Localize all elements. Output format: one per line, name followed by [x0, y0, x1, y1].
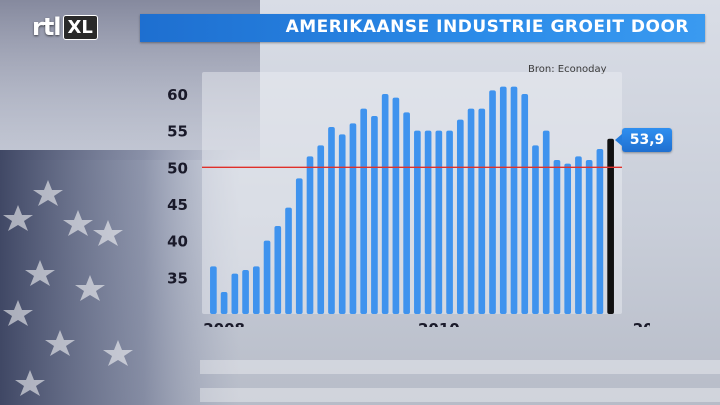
x-tick-label: 2012 — [633, 320, 650, 327]
bar — [435, 130, 443, 314]
bar — [328, 127, 335, 314]
bar — [467, 108, 475, 314]
bar — [231, 273, 239, 314]
bar — [585, 160, 593, 314]
rtl-xl-logo: rtl XL — [32, 12, 98, 42]
bar — [263, 240, 271, 314]
y-tick-label: 60 — [167, 86, 188, 104]
bar — [338, 134, 346, 314]
logo-xl-text: XL — [62, 14, 98, 40]
bar — [274, 226, 282, 314]
bar — [575, 156, 582, 314]
bar — [489, 90, 496, 314]
last-value-label: 53,9 — [629, 132, 665, 148]
bar — [252, 266, 260, 314]
logo-rtl-text: rtl — [32, 13, 62, 41]
chart-panel: 35 40 45 50 55 60 2008 2010 2012 — [150, 72, 650, 327]
y-tick-label: 35 — [167, 269, 188, 287]
bar — [521, 94, 529, 314]
bar — [564, 163, 572, 314]
bar-chart: 35 40 45 50 55 60 2008 2010 2012 — [167, 72, 650, 327]
title-bar: AMERIKAANSE INDUSTRIE GROEIT DOOR — [140, 14, 705, 42]
last-bar — [607, 138, 614, 314]
bar — [220, 292, 228, 314]
last-value-callout: 53,9 — [615, 128, 672, 152]
bar — [306, 156, 314, 314]
bar — [532, 145, 539, 314]
bar — [403, 112, 410, 314]
y-tick-label: 50 — [167, 159, 188, 177]
y-tick-label: 45 — [167, 196, 188, 214]
bar — [285, 207, 292, 314]
x-tick-label: 2008 — [203, 320, 245, 327]
bar — [349, 123, 357, 314]
bar — [360, 108, 368, 314]
bar — [424, 130, 432, 314]
bar — [499, 86, 507, 315]
bar — [317, 145, 325, 314]
y-tick-label: 40 — [167, 233, 188, 251]
bar — [295, 178, 303, 314]
bar — [510, 86, 518, 315]
bar — [210, 266, 217, 314]
bar — [414, 130, 421, 314]
bar — [446, 130, 453, 314]
bar — [478, 108, 486, 314]
bar — [553, 160, 561, 314]
bar — [371, 116, 378, 314]
x-tick-label: 2010 — [418, 320, 460, 327]
bar — [242, 270, 249, 314]
bar — [381, 94, 389, 314]
source-note: Bron: Econoday — [528, 64, 607, 75]
bar — [456, 119, 464, 314]
y-tick-label: 55 — [167, 123, 188, 141]
chart-title: AMERIKAANSE INDUSTRIE GROEIT DOOR — [285, 17, 689, 37]
bar — [596, 149, 604, 314]
bar — [392, 97, 400, 315]
bar — [542, 130, 550, 314]
